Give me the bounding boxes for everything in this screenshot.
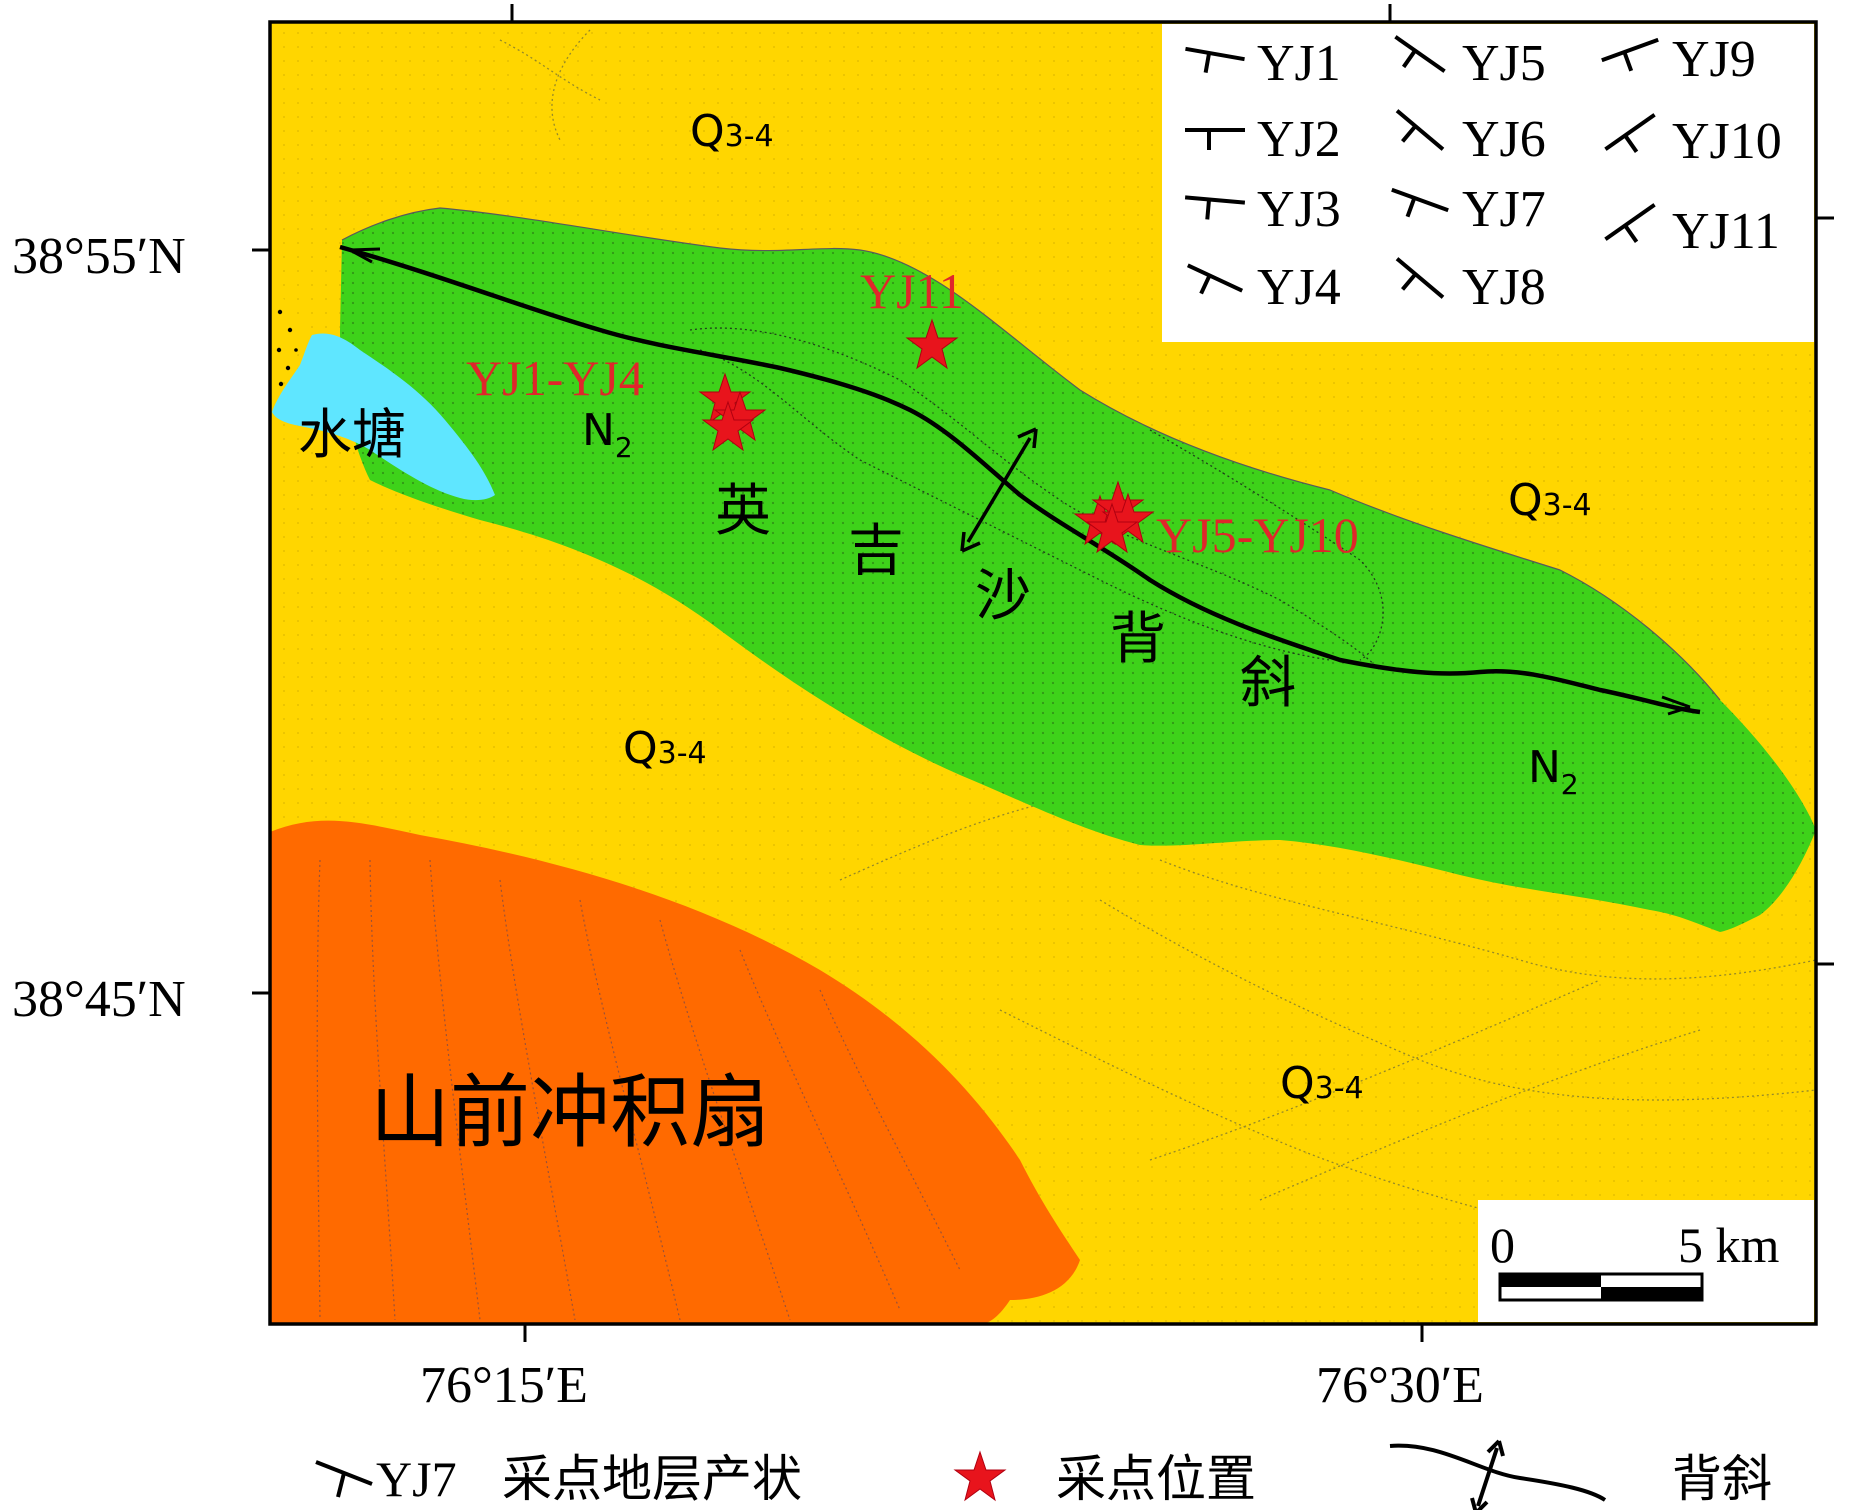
attitude-symbol bbox=[1604, 203, 1656, 243]
sample-label-yj1-yj4: YJ1-YJ4 bbox=[466, 350, 644, 406]
legend-attitude-text: 采点地层产状 bbox=[502, 1450, 802, 1508]
svg-text:英: 英 bbox=[715, 479, 771, 544]
svg-text:吉: 吉 bbox=[848, 519, 904, 584]
attitude-symbol bbox=[1186, 263, 1244, 295]
unit-label-q34: Q3-4 bbox=[690, 106, 774, 157]
attitude-label: YJ2 bbox=[1257, 111, 1341, 168]
attitude-symbol bbox=[1604, 113, 1656, 153]
scale-end-label: 5 km bbox=[1678, 1217, 1780, 1273]
fan-label: 山前冲积扇 bbox=[370, 1066, 770, 1159]
legend-anticline-symbol bbox=[1389, 1439, 1607, 1510]
sample-label-yj5-yj10: YJ5-YJ10 bbox=[1156, 507, 1359, 563]
pond-area bbox=[272, 333, 495, 501]
anticline-axis bbox=[339, 244, 1701, 715]
attitude-symbol bbox=[1391, 187, 1449, 218]
unit-label-q34: Q3-4 bbox=[1280, 1058, 1364, 1109]
scale-zero-label: 0 bbox=[1490, 1217, 1515, 1273]
scale-bar-panel bbox=[1478, 1200, 1814, 1322]
unit-label-q34: Q3-4 bbox=[623, 723, 707, 774]
attitude-symbol bbox=[1395, 109, 1445, 151]
map-frame bbox=[268, 20, 1818, 1326]
attitude-label: YJ4 bbox=[1257, 259, 1341, 316]
svg-text:Q3-4: Q3-4 bbox=[623, 723, 707, 774]
legend-attitude-symbol bbox=[315, 1460, 373, 1498]
attitude-label: YJ1 bbox=[1257, 35, 1341, 92]
legend-attitude-sample: YJ7 bbox=[376, 1451, 457, 1507]
attitude-symbol bbox=[1185, 128, 1245, 150]
svg-text:N2: N2 bbox=[1528, 742, 1579, 801]
attitude-symbol bbox=[1601, 37, 1659, 72]
lon-label-east: 76°30′E bbox=[1316, 1357, 1484, 1414]
attitude-symbol bbox=[1394, 35, 1446, 73]
attitude-label: YJ5 bbox=[1462, 35, 1546, 92]
unit-label-n2: N2 bbox=[1528, 742, 1579, 801]
legend-sample-star bbox=[954, 1451, 1006, 1501]
unit-label-n2: N2 bbox=[582, 405, 633, 464]
lat-label-north: 38°55′N bbox=[12, 228, 186, 285]
attitude-label: YJ11 bbox=[1672, 203, 1780, 260]
attitude-symbol bbox=[1395, 257, 1445, 299]
bedding-trace-lines bbox=[689, 327, 1384, 671]
attitude-symbol bbox=[1184, 195, 1246, 220]
svg-text:背: 背 bbox=[1110, 607, 1166, 672]
svg-text:斜: 斜 bbox=[1240, 651, 1296, 716]
alluvial-fan-area bbox=[270, 820, 1080, 1324]
plunge-arrow-west bbox=[349, 247, 381, 264]
graticule-ticks bbox=[252, 4, 1834, 1342]
anticline-cross-arrow bbox=[960, 427, 1038, 553]
attitude-label: YJ3 bbox=[1257, 181, 1341, 238]
attitude-legend: YJ1 YJ2 YJ3 YJ4 YJ5 YJ6 YJ7 YJ8 YJ9 YJ10 YJ11 bbox=[1184, 31, 1782, 316]
lat-label-south: 38°45′N bbox=[12, 971, 186, 1028]
svg-text:N2: N2 bbox=[582, 405, 633, 464]
attitude-label: YJ6 bbox=[1462, 111, 1546, 168]
unit-label-q34: Q3-4 bbox=[1508, 475, 1592, 526]
svg-text:沙: 沙 bbox=[975, 564, 1031, 629]
attitude-symbol bbox=[1185, 46, 1245, 74]
attitude-label: YJ7 bbox=[1462, 181, 1546, 238]
svg-text:Q3-4: Q3-4 bbox=[1508, 475, 1592, 526]
pond-label: 水塘 bbox=[298, 403, 406, 466]
attitude-legend-panel bbox=[1162, 24, 1814, 342]
lon-label-west: 76°15′E bbox=[420, 1357, 588, 1414]
legend-anticline-text: 背斜 bbox=[1672, 1450, 1772, 1508]
attitude-label: YJ10 bbox=[1672, 113, 1782, 170]
attitude-label: YJ8 bbox=[1462, 259, 1546, 316]
scale-bar bbox=[1498, 1272, 1704, 1302]
fan-stream-lines bbox=[316, 859, 961, 1321]
attitude-label: YJ9 bbox=[1672, 31, 1756, 88]
svg-text:Q3-4: Q3-4 bbox=[690, 106, 774, 157]
anticline-name-label: 英 吉 沙 背 斜 bbox=[715, 479, 1296, 716]
sample-label-yj11: YJ11 bbox=[860, 263, 964, 319]
legend-sample-location-text: 采点位置 bbox=[1056, 1450, 1256, 1508]
plunge-arrow-east bbox=[1661, 695, 1691, 716]
svg-text:Q3-4: Q3-4 bbox=[1280, 1058, 1364, 1109]
